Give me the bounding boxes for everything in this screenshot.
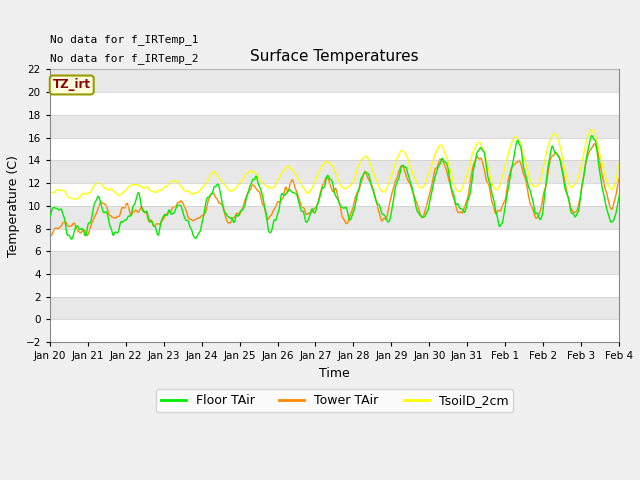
- TsoilD_2cm: [71, 196, 79, 202]
- Bar: [50, 320, 619, 342]
- TsoilD_2cm: [520, 155, 528, 160]
- Floor TAir: [46, 213, 54, 219]
- Bar: [50, 160, 619, 183]
- Y-axis label: Temperature (C): Temperature (C): [7, 155, 20, 257]
- Tower TAir: [46, 233, 54, 239]
- Text: No data for f_IRTemp_2: No data for f_IRTemp_2: [50, 53, 198, 64]
- Title: Surface Temperatures: Surface Temperatures: [250, 49, 419, 64]
- Tower TAir: [140, 209, 148, 215]
- Floor TAir: [68, 236, 76, 242]
- Line: Floor TAir: Floor TAir: [50, 122, 640, 239]
- Tower TAir: [583, 156, 591, 162]
- Bar: [50, 251, 619, 274]
- Bar: [50, 138, 619, 160]
- Tower TAir: [626, 132, 634, 138]
- Bar: [50, 274, 619, 297]
- Line: Tower TAir: Tower TAir: [50, 135, 640, 236]
- TsoilD_2cm: [626, 121, 634, 127]
- Bar: [50, 70, 619, 92]
- Bar: [50, 206, 619, 228]
- Floor TAir: [416, 212, 424, 217]
- Bar: [50, 183, 619, 206]
- TsoilD_2cm: [584, 135, 591, 141]
- Bar: [50, 228, 619, 251]
- Floor TAir: [584, 151, 591, 156]
- Tower TAir: [113, 215, 120, 220]
- Floor TAir: [520, 167, 528, 172]
- TsoilD_2cm: [113, 191, 121, 197]
- X-axis label: Time: Time: [319, 367, 350, 380]
- Floor TAir: [141, 210, 148, 216]
- Floor TAir: [584, 148, 592, 154]
- Bar: [50, 92, 619, 115]
- TsoilD_2cm: [46, 191, 54, 196]
- Floor TAir: [630, 119, 637, 125]
- Line: TsoilD_2cm: TsoilD_2cm: [50, 124, 640, 199]
- Text: No data for f_IRTemp_1: No data for f_IRTemp_1: [50, 34, 198, 45]
- Bar: [50, 115, 619, 138]
- Tower TAir: [520, 171, 527, 177]
- Tower TAir: [415, 207, 423, 213]
- TsoilD_2cm: [416, 185, 424, 191]
- TsoilD_2cm: [141, 185, 148, 191]
- Legend: Floor TAir, Tower TAir, TsoilD_2cm: Floor TAir, Tower TAir, TsoilD_2cm: [156, 389, 513, 412]
- TsoilD_2cm: [584, 133, 592, 139]
- Bar: [50, 297, 619, 320]
- Floor TAir: [113, 230, 121, 236]
- Text: TZ_irt: TZ_irt: [52, 79, 91, 92]
- Tower TAir: [584, 155, 591, 161]
